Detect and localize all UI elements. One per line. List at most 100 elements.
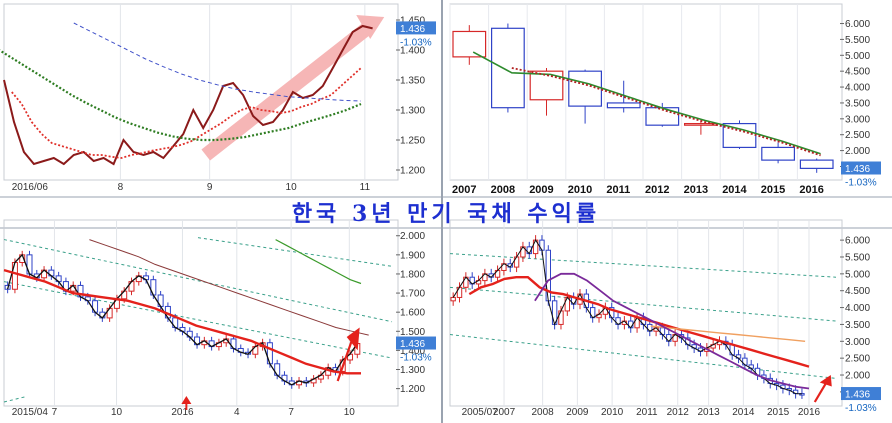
channel-line-low bbox=[3, 395, 28, 403]
y-tick-label: 5.500 bbox=[845, 252, 870, 263]
y-tick-label: 2.000 bbox=[845, 146, 870, 157]
change-label: -1.03% bbox=[845, 178, 877, 189]
last-value-badge bbox=[841, 387, 881, 401]
daily-yield-chart: 1.450 1.400 1.350 1.300 1.250 1.200 2016/06 8 9 1… bbox=[0, 3, 436, 193]
x-tick-label: 8 bbox=[118, 182, 124, 193]
x-tick-label: 2007 bbox=[452, 184, 476, 196]
x-tick-label: 4 bbox=[234, 407, 240, 418]
x-tick-label: 9 bbox=[207, 182, 213, 193]
x-tick-label: 2014 bbox=[722, 184, 747, 196]
candle-body bbox=[539, 239, 545, 251]
x-tick-label: 2013 bbox=[697, 407, 720, 418]
y-tick-label: 1.400 bbox=[400, 346, 425, 357]
trend-arrow-shaft bbox=[201, 20, 375, 161]
y-tick-label: 3.500 bbox=[845, 320, 870, 331]
x-tick-label: 2013 bbox=[684, 184, 708, 196]
daily-yield-line bbox=[3, 24, 373, 166]
yearly-yield-chart: 6.000 5.500 5.000 4.500 4.000 3.500 3.000 2.500… bbox=[449, 3, 881, 196]
x-tick-label: 2016 bbox=[799, 184, 823, 196]
candle-body bbox=[513, 256, 520, 268]
channel-line-upper bbox=[449, 253, 837, 278]
y-tick-label: 5.500 bbox=[845, 35, 870, 46]
weekly-ma-brown bbox=[89, 239, 369, 336]
last-value-label: 1.436 bbox=[400, 24, 425, 35]
x-tick-label: 2007 bbox=[493, 407, 516, 418]
plot-area bbox=[3, 219, 399, 407]
x-tick-label: 2016/06 bbox=[12, 182, 49, 193]
y-tick-label: 2.000 bbox=[845, 371, 870, 382]
y-tick-label: 4.500 bbox=[845, 286, 870, 297]
y-tick-label: 1.700 bbox=[400, 289, 425, 300]
y-tick-label: 6.000 bbox=[845, 19, 870, 30]
x-tick-label: 2014 bbox=[732, 407, 755, 418]
change-label: -1.03% bbox=[845, 403, 877, 414]
y-tick-label: 6.000 bbox=[845, 236, 870, 247]
candle-body bbox=[799, 393, 805, 396]
monthly-ma-purple bbox=[534, 272, 810, 390]
y-tick-label: 3.000 bbox=[845, 114, 870, 125]
x-tick-label: 11 bbox=[360, 182, 371, 193]
y-tick-label: 1.400 bbox=[400, 46, 425, 57]
channel-line-lower bbox=[449, 334, 837, 379]
channel-line-mid bbox=[449, 286, 837, 322]
x-tick-label: 10 bbox=[286, 182, 298, 193]
change-label: -1.03% bbox=[400, 37, 432, 48]
y-tick-label: 2.000 bbox=[400, 231, 425, 242]
marker-arrow bbox=[181, 396, 192, 404]
x-tick-label: 2016 bbox=[798, 407, 821, 418]
channel-line-top bbox=[197, 237, 393, 267]
monthly-ma-orange bbox=[650, 325, 806, 342]
candle-body bbox=[491, 27, 525, 109]
candle-body bbox=[545, 249, 551, 302]
channel-line-upper bbox=[3, 239, 393, 323]
x-tick-label: 10 bbox=[111, 407, 123, 418]
x-tick-label: 2010 bbox=[568, 184, 592, 196]
daily-ma-short bbox=[11, 67, 362, 159]
y-tick-label: 1.300 bbox=[400, 106, 425, 117]
y-tick-label: 3.500 bbox=[845, 98, 870, 109]
daily-ma-mid bbox=[0, 49, 362, 142]
candle-body bbox=[606, 102, 641, 109]
x-tick-label: 2008 bbox=[532, 407, 555, 418]
monthly-yield-chart: 6.000 5.500 5.000 4.500 4.000 3.500 3.000 2.500… bbox=[449, 219, 881, 418]
last-value-badge bbox=[841, 161, 881, 175]
up-arrow-shaft bbox=[813, 381, 828, 403]
last-value-label: 1.436 bbox=[400, 339, 425, 350]
change-label: -1.03% bbox=[400, 353, 432, 364]
candle-body bbox=[558, 310, 564, 325]
x-tick-label: 2005/07 bbox=[462, 407, 499, 418]
last-value-badge bbox=[396, 336, 436, 350]
candle-body bbox=[568, 70, 602, 107]
candle-body bbox=[450, 296, 456, 302]
plot-area bbox=[449, 219, 843, 407]
plot-area bbox=[3, 3, 399, 181]
x-tick-label: 7 bbox=[52, 407, 58, 418]
y-tick-label: 1.200 bbox=[400, 166, 425, 177]
candle-body bbox=[799, 159, 834, 169]
y-tick-label: 1.450 bbox=[400, 16, 425, 27]
y-tick-label: 4.500 bbox=[845, 67, 870, 78]
y-tick-label: 3.000 bbox=[845, 337, 870, 348]
y-tick-label: 1.900 bbox=[400, 250, 425, 261]
weekly-ma-red bbox=[3, 268, 361, 375]
up-arrow-head bbox=[346, 327, 360, 351]
x-tick-label: 2016 bbox=[171, 407, 194, 418]
daily-ma-long bbox=[73, 22, 362, 102]
x-tick-label: 7 bbox=[288, 407, 294, 418]
candle-body bbox=[452, 30, 487, 58]
last-value-label: 1.436 bbox=[845, 390, 870, 401]
y-tick-label: 1.800 bbox=[400, 269, 425, 280]
monthly-close-line bbox=[452, 239, 802, 395]
y-tick-label: 1.350 bbox=[400, 76, 425, 87]
y-tick-label: 1.300 bbox=[400, 365, 425, 376]
x-tick-label: 2008 bbox=[491, 184, 515, 196]
yearly-ma-red bbox=[511, 67, 821, 157]
x-tick-label: 2009 bbox=[529, 184, 553, 196]
y-tick-label: 1.250 bbox=[400, 136, 425, 147]
y-tick-label: 2.500 bbox=[845, 130, 870, 141]
up-arrow-head bbox=[819, 375, 832, 387]
last-value-badge bbox=[396, 21, 436, 35]
y-tick-label: 5.000 bbox=[845, 51, 870, 62]
x-tick-label: 2012 bbox=[645, 184, 669, 196]
